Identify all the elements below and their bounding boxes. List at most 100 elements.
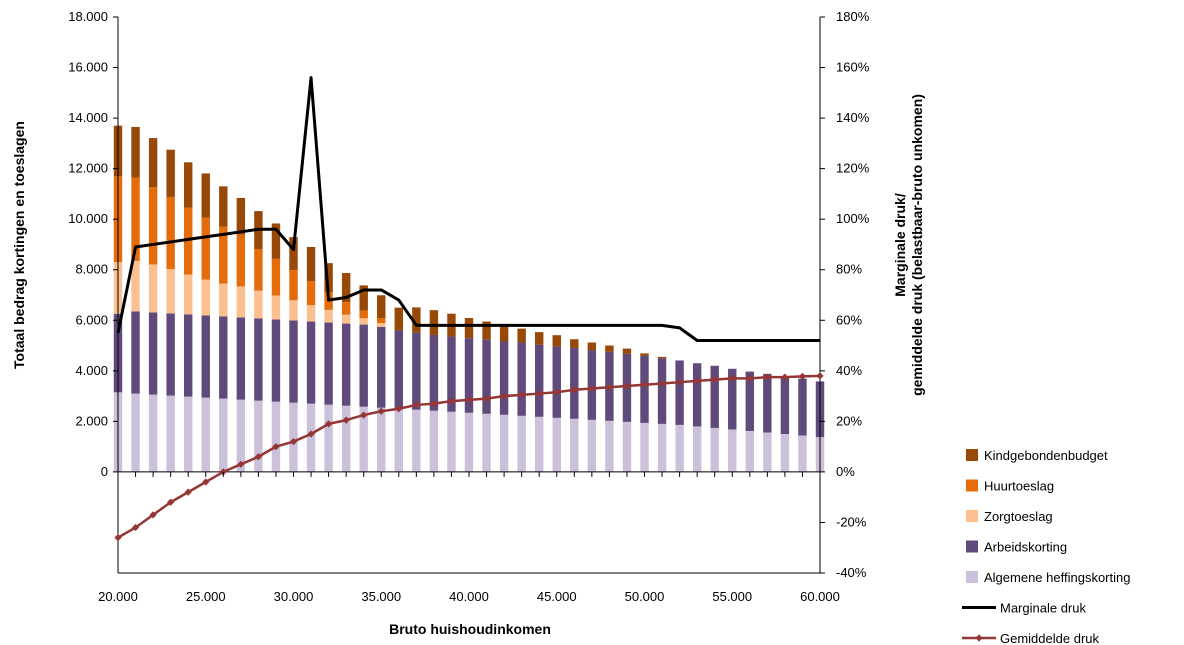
bar-huurtoeslag-23000 (166, 196, 175, 269)
bar-zorgtoeslag-21000 (131, 260, 140, 312)
x-tick-label: 50.000 (625, 589, 665, 604)
bar-huurtoeslag-24000 (183, 207, 193, 275)
bar-arbeidskorting-59000 (798, 378, 807, 436)
bar-kindgebondenbudget-41000 (482, 321, 491, 340)
y-tick-label: 18.000 (68, 9, 108, 24)
bar-arbeidskorting-24000 (183, 314, 193, 397)
bar-kindgebondenbudget-25000 (201, 173, 210, 218)
bar-kindgebondenbudget-33000 (341, 273, 351, 303)
bar-zorgtoeslag-35000 (377, 323, 386, 327)
bar-algemene-heffingskorting-29000 (271, 401, 281, 472)
point-gemiddelde-druk-39000 (447, 397, 456, 405)
bar-zorgtoeslag-34000 (359, 318, 368, 325)
bar-zorgtoeslag-27000 (236, 286, 246, 318)
bar-zorgtoeslag-22000 (148, 264, 158, 313)
x-tick-label: 40.000 (449, 589, 489, 604)
point-gemiddelde-druk-56000 (746, 374, 754, 382)
bar-arbeidskorting-37000 (412, 332, 421, 410)
bar-algemene-heffingskorting-45000 (552, 417, 561, 472)
legend-label-zorgtoeslag: Zorgtoeslag (984, 509, 1053, 524)
x-tick-label: 30.000 (274, 589, 314, 604)
bar-arbeidskorting-53000 (692, 363, 702, 427)
bar-zorgtoeslag-26000 (219, 283, 228, 317)
bar-kindgebondenbudget-48000 (605, 345, 614, 352)
bar-arbeidskorting-58000 (780, 376, 790, 434)
bar-huurtoeslag-22000 (148, 187, 158, 265)
point-gemiddelde-druk-31000 (307, 430, 315, 438)
bar-algemene-heffingskorting-23000 (166, 395, 175, 472)
bar-huurtoeslag-31000 (306, 281, 316, 306)
bar-arbeidskorting-42000 (499, 341, 509, 415)
bar-arbeidskorting-38000 (429, 334, 439, 411)
bar-arbeidskorting-54000 (710, 365, 719, 428)
bar-algemene-heffingskorting-58000 (780, 434, 790, 472)
point-gemiddelde-druk-46000 (570, 386, 578, 394)
y2-tick-label: 180% (836, 9, 870, 24)
bar-arbeidskorting-40000 (464, 338, 474, 413)
bar-huurtoeslag-30000 (289, 269, 298, 301)
bar-algemene-heffingskorting-49000 (622, 421, 632, 472)
bar-arbeidskorting-33000 (341, 323, 351, 406)
y-tick-label: 2.000 (75, 413, 108, 428)
point-gemiddelde-druk-34000 (360, 411, 368, 419)
y-tick-label: 16.000 (68, 60, 108, 75)
bar-arbeidskorting-34000 (359, 324, 368, 407)
point-gemiddelde-druk-50000 (640, 381, 649, 389)
bar-kindgebondenbudget-37000 (412, 307, 421, 333)
bar-huurtoeslag-25000 (201, 217, 210, 280)
point-gemiddelde-druk-60000 (816, 372, 824, 380)
point-gemiddelde-druk-35000 (377, 407, 385, 415)
bar-algemene-heffingskorting-25000 (201, 397, 210, 472)
bar-kindgebondenbudget-43000 (517, 328, 526, 343)
bar-arbeidskorting-44000 (534, 344, 544, 417)
bar-algemene-heffingskorting-48000 (605, 420, 614, 472)
y2-tick-label: 160% (836, 60, 870, 75)
point-gemiddelde-druk-52000 (676, 378, 684, 386)
x-tick-label: 20.000 (98, 589, 138, 604)
bar-algemene-heffingskorting-37000 (412, 409, 421, 472)
bar-algemene-heffingskorting-21000 (131, 393, 140, 472)
point-gemiddelde-druk-57000 (763, 373, 771, 381)
bar-kindgebondenbudget-42000 (499, 325, 509, 342)
bar-arbeidskorting-36000 (394, 330, 404, 409)
y-tick-label: 4.000 (75, 363, 108, 378)
legend: Kindgebondenbudget Huurtoeslag Zorgtoeslag… (962, 448, 1130, 645)
bar-arbeidskorting-57000 (763, 373, 772, 433)
bar-huurtoeslag-28000 (254, 249, 263, 291)
legend-swatch-huurtoeslag (966, 479, 978, 492)
bar-arbeidskorting-27000 (236, 317, 246, 400)
legend-swatch-algemene-heffingskorting (966, 571, 978, 583)
y-tick-label: 14.000 (68, 110, 108, 125)
bar-arbeidskorting-21000 (131, 311, 140, 394)
bar-arbeidskorting-45000 (552, 346, 561, 418)
line-marginale-druk (116, 76, 820, 342)
y-tick-label: 8.000 (75, 262, 108, 277)
y-tick-label: 6.000 (75, 312, 108, 327)
ticks-layer: 0 2.000 4.000 6.000 8.000 10.000 12.000 14.000 1… (68, 9, 869, 604)
bar-arbeidskorting-28000 (254, 318, 263, 401)
bar-algemene-heffingskorting-54000 (710, 427, 719, 472)
bar-kindgebondenbudget-47000 (587, 342, 597, 351)
bar-algemene-heffingskorting-46000 (570, 418, 579, 472)
bar-zorgtoeslag-33000 (341, 314, 351, 324)
bar-arbeidskorting-56000 (745, 371, 755, 431)
bar-arbeidskorting-25000 (201, 315, 210, 398)
bar-kindgebondenbudget-35000 (377, 295, 386, 318)
bar-zorgtoeslag-32000 (324, 309, 333, 323)
bar-arbeidskorting-26000 (219, 316, 228, 399)
y2-tick-label: 0% (836, 464, 855, 479)
bar-kindgebondenbudget-51000 (657, 356, 667, 359)
bar-kindgebondenbudget-46000 (570, 339, 579, 349)
point-gemiddelde-druk-51000 (658, 379, 666, 388)
bars-layer (113, 125, 825, 472)
bar-arbeidskorting-31000 (306, 321, 316, 404)
bar-arbeidskorting-35000 (377, 326, 386, 408)
bar-arbeidskorting-30000 (289, 320, 298, 403)
bar-huurtoeslag-21000 (131, 177, 140, 261)
point-gemiddelde-druk-30000 (289, 437, 298, 446)
bar-huurtoeslag-27000 (236, 234, 246, 287)
bar-arbeidskorting-55000 (728, 368, 737, 430)
bar-huurtoeslag-26000 (219, 226, 228, 284)
bar-algemene-heffingskorting-33000 (341, 405, 351, 472)
bar-kindgebondenbudget-24000 (183, 162, 193, 208)
